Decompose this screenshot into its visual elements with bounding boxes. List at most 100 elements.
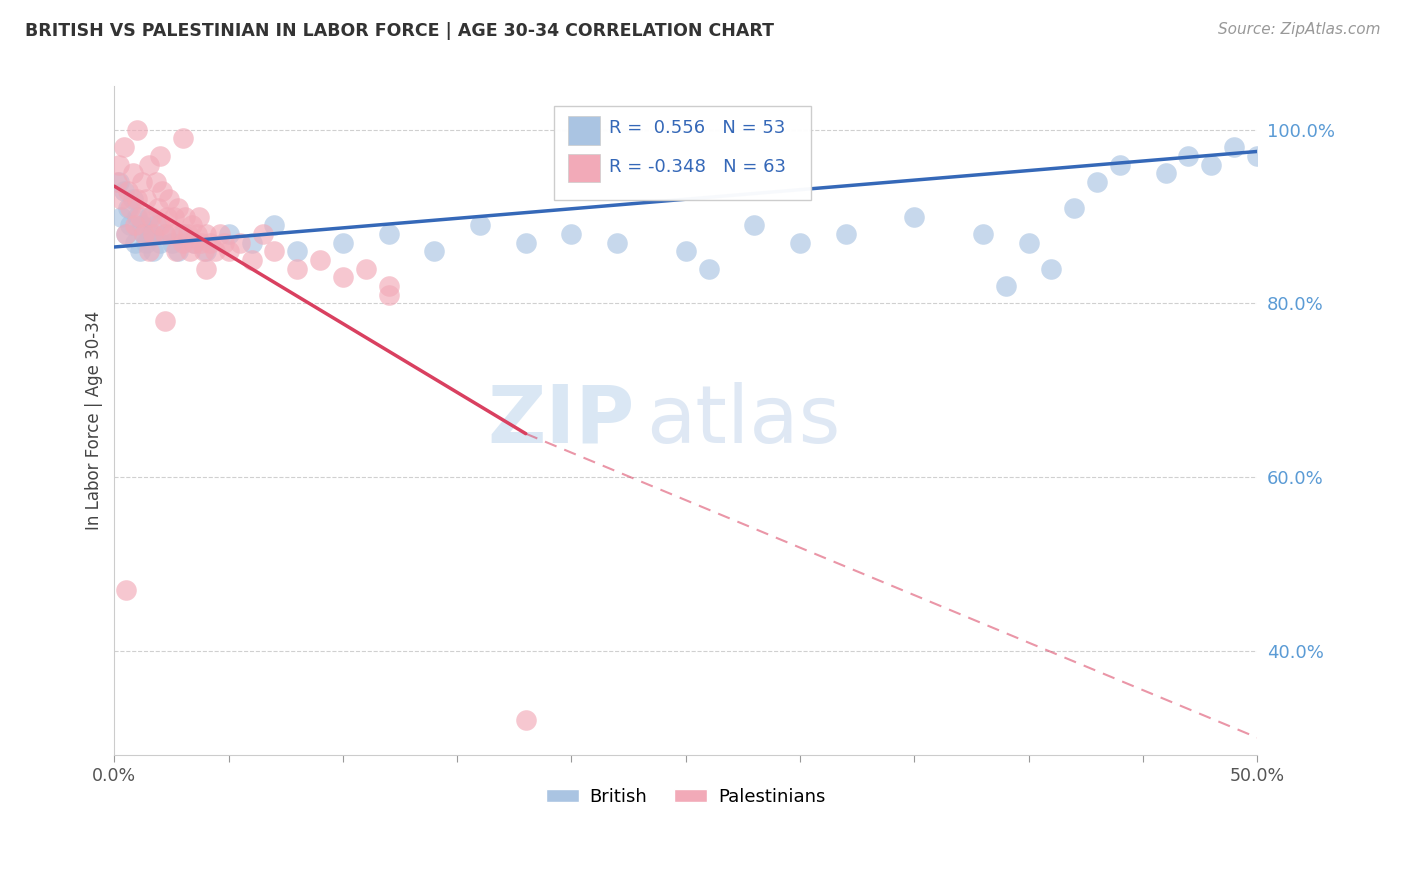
Point [194,244,217,259]
Point [112,184,135,198]
Point [112,140,135,154]
Point [193,244,215,259]
Point [157,192,180,206]
Point [146,201,169,215]
Point [165,244,187,259]
Point [240,252,263,267]
Point [194,261,217,276]
Point [134,227,156,241]
Point [183,235,205,250]
Point [120,201,142,215]
Bar [568,117,600,145]
Point [377,287,399,301]
Point [994,279,1017,293]
Point [115,227,138,241]
Point [515,713,537,727]
Point [160,235,183,250]
Point [697,261,720,276]
Point [742,219,765,233]
Bar [568,154,600,182]
Point [1177,149,1199,163]
Point [131,175,153,189]
Point [204,244,226,259]
Point [105,175,128,189]
Point [1201,157,1223,171]
Point [127,192,149,206]
Point [108,157,131,171]
Point [115,227,138,241]
Point [186,227,208,241]
Point [190,235,212,250]
Point [152,184,174,198]
Point [149,219,172,233]
Point [120,219,142,233]
Point [138,157,160,171]
Point [145,219,167,233]
Point [128,244,150,259]
Point [127,210,149,224]
Point [124,219,146,233]
Y-axis label: In Labor Force | Age 30-34: In Labor Force | Age 30-34 [86,311,103,530]
Point [972,227,994,241]
Point [377,227,399,241]
Point [172,235,194,250]
Point [138,244,160,259]
Point [1085,175,1108,189]
Point [423,244,446,259]
Point [160,227,183,241]
Text: R = -0.348   N = 63: R = -0.348 N = 63 [609,158,786,176]
Point [1040,261,1063,276]
Point [1063,201,1085,215]
Point [121,166,143,180]
Point [789,235,811,250]
Text: R =  0.556   N = 53: R = 0.556 N = 53 [609,120,786,137]
Point [263,219,285,233]
Point [138,210,160,224]
Point [172,227,194,241]
Point [179,244,201,259]
FancyBboxPatch shape [554,106,811,200]
Point [194,227,217,241]
Point [675,244,697,259]
Point [134,227,156,241]
Point [124,235,146,250]
Text: atlas: atlas [645,382,841,459]
Point [167,201,190,215]
Point [115,582,138,597]
Point [183,235,205,250]
Point [135,192,157,206]
Point [117,184,139,198]
Point [606,235,628,250]
Point [1018,235,1040,250]
Point [172,131,194,145]
Point [128,210,150,224]
Point [117,201,139,215]
Point [377,279,399,293]
Point [110,210,132,224]
Point [1109,157,1132,171]
Point [127,122,149,136]
Point [139,227,162,241]
Point [252,227,274,241]
Text: BRITISH VS PALESTINIAN IN LABOR FORCE | AGE 30-34 CORRELATION CHART: BRITISH VS PALESTINIAN IN LABOR FORCE | … [25,22,775,40]
Point [163,210,186,224]
Point [468,219,491,233]
Point [145,175,167,189]
Point [153,227,176,241]
Point [240,235,263,250]
Point [332,270,354,285]
Point [131,219,153,233]
Point [332,235,354,250]
Point [142,227,165,241]
Text: ZIP: ZIP [486,382,634,459]
Point [218,244,240,259]
Point [229,235,252,250]
Point [176,227,198,241]
Point [135,235,157,250]
Point [156,210,179,224]
Point [1246,149,1268,163]
Point [309,252,332,267]
Point [139,210,162,224]
Point [181,219,204,233]
Point [153,314,176,328]
